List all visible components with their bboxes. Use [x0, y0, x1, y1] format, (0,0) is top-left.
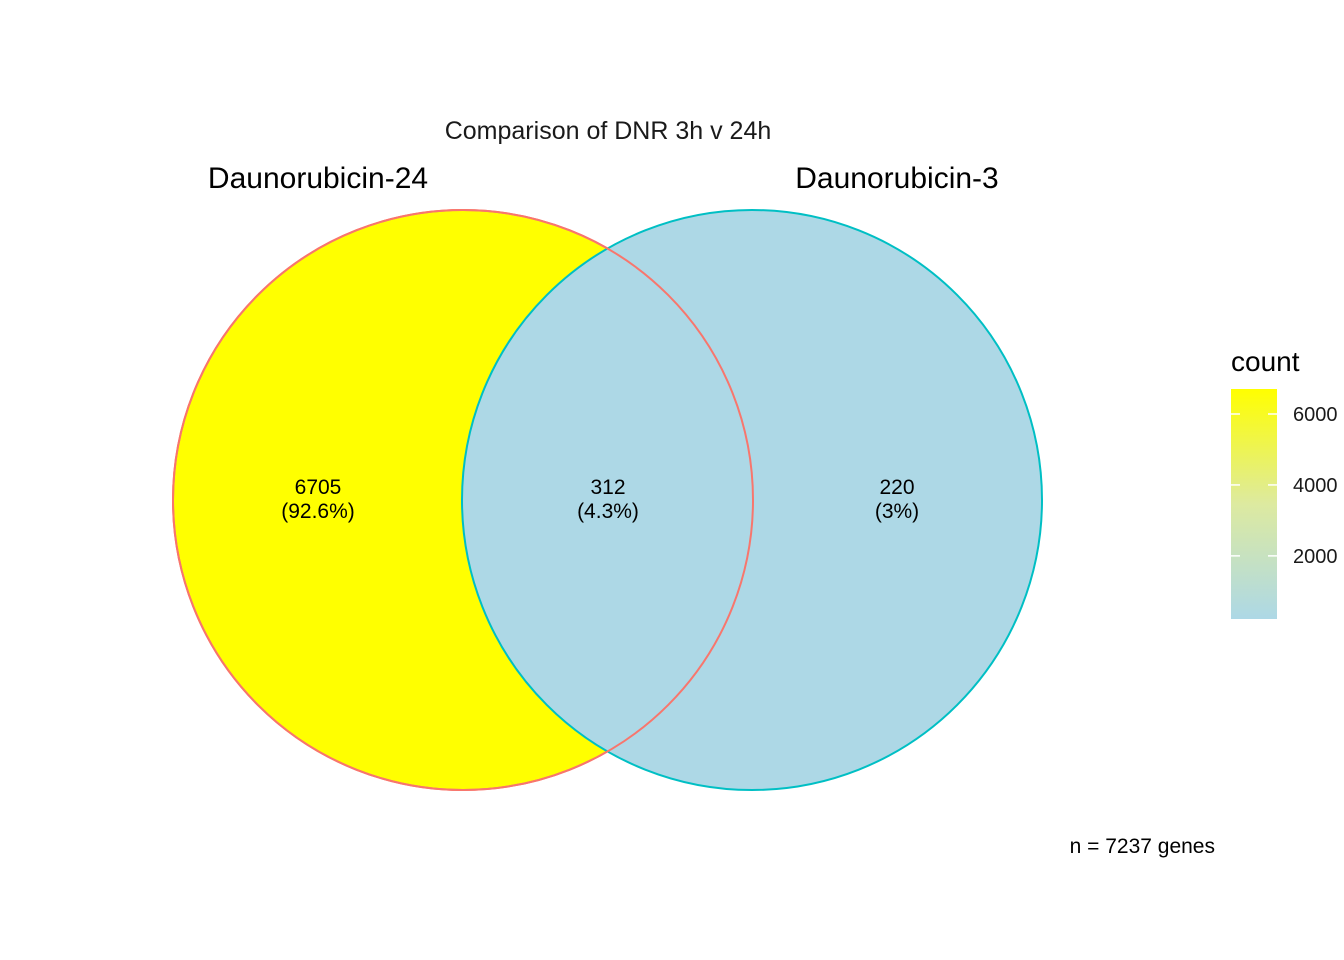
chart-caption: n = 7237 genes — [1070, 835, 1215, 858]
legend-colorbar — [1231, 389, 1277, 619]
legend-tick-label: 6000 — [1293, 404, 1338, 426]
legend-ticks: 2000 4000 6000 — [1231, 404, 1338, 568]
region-labels: 6705 (92.6%) 312 (4.3%) 220 (3%) — [281, 476, 919, 523]
region-count-daunorubicin-24-only: 6705 — [295, 476, 342, 499]
legend-title: count — [1231, 346, 1300, 377]
venn-circles — [172, 209, 1043, 791]
region-count-intersection: 312 — [590, 476, 625, 499]
color-legend: count 2000 4000 6000 — [1231, 346, 1338, 619]
chart-title: Comparison of DNR 3h v 24h — [445, 117, 772, 145]
region-count-daunorubicin-3-only: 220 — [879, 476, 914, 499]
set-label-daunorubicin-3: Daunorubicin-3 — [795, 162, 998, 195]
legend-tick-label: 4000 — [1293, 475, 1338, 497]
region-percent-daunorubicin-24-only: (92.6%) — [281, 500, 355, 523]
legend-tick-label: 2000 — [1293, 546, 1338, 568]
venn-circle-daunorubicin-24-outline — [172, 209, 754, 791]
region-percent-daunorubicin-3-only: (3%) — [875, 500, 919, 523]
set-label-daunorubicin-24: Daunorubicin-24 — [208, 162, 428, 195]
region-percent-intersection: (4.3%) — [577, 500, 639, 523]
